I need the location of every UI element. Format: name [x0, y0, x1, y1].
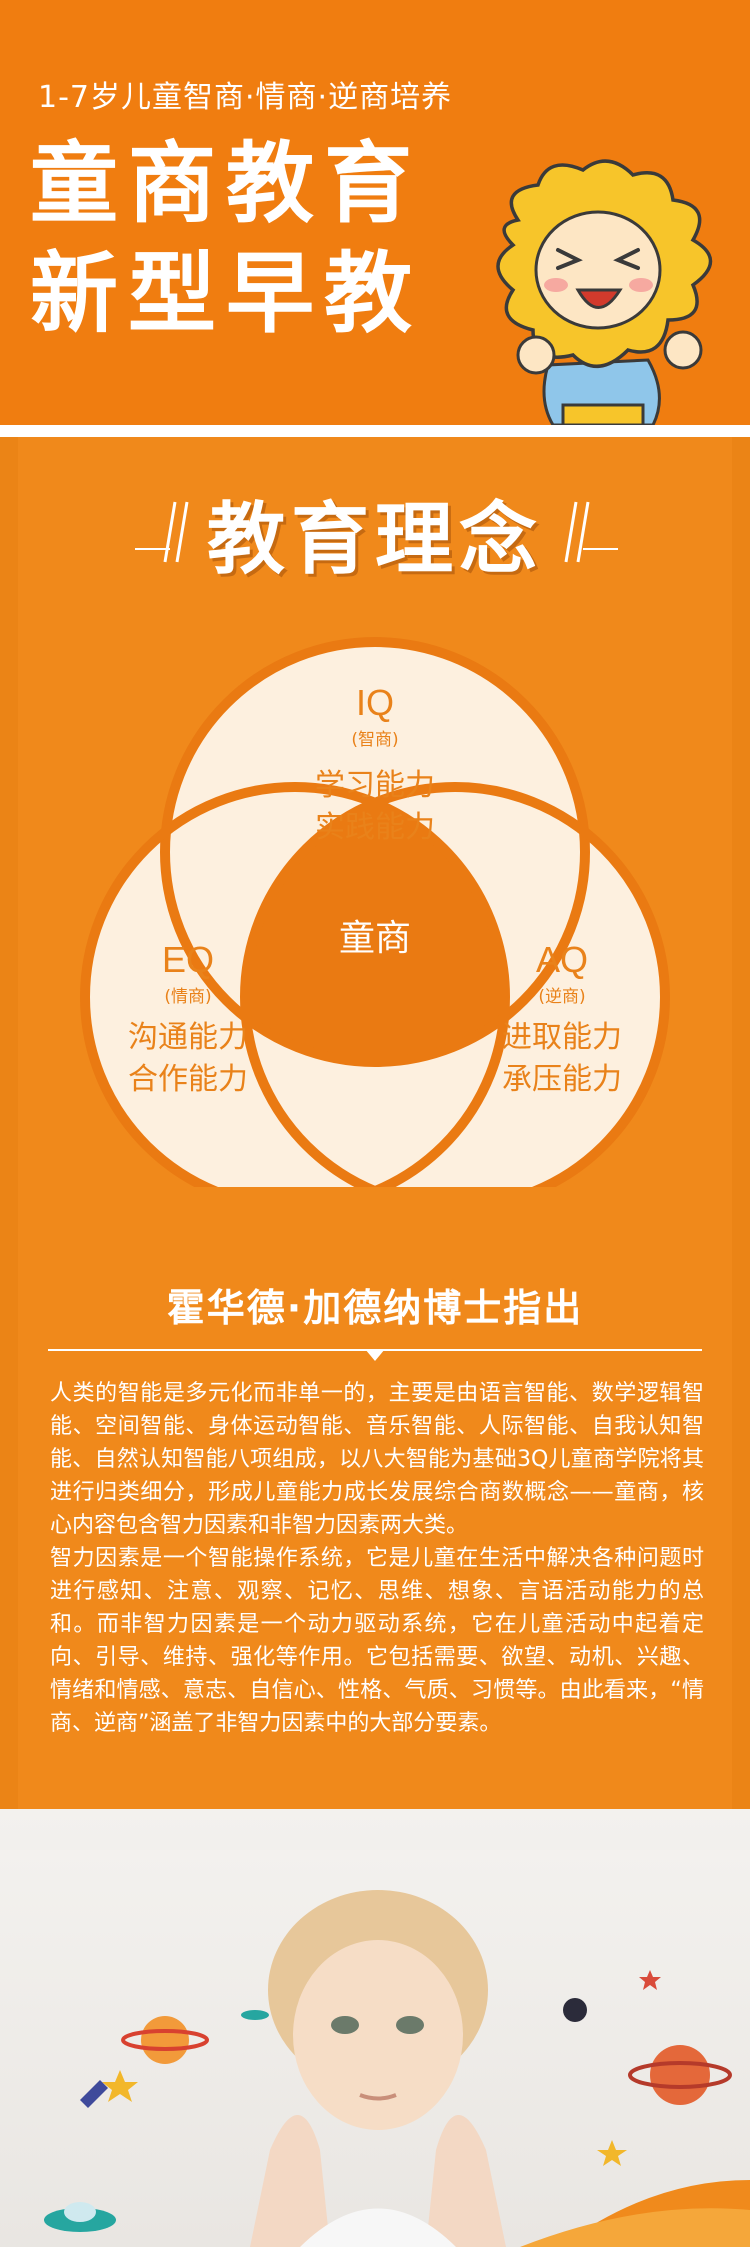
- venn-diagram: IQ (智商) 学习能力 实践能力 童商 EQ (情商) 沟通能力 合作能力 A…: [80, 637, 670, 1187]
- venn-center-label: 童商: [339, 918, 411, 959]
- bottom-photo: [0, 1850, 750, 2247]
- planet-icon: [563, 1998, 587, 2022]
- header-banner: 1-7岁儿童智商·情商·逆商培养 童商教育 新型早教: [0, 0, 750, 425]
- aq-line2: 承压能力: [502, 1062, 622, 1097]
- header-title-line2: 新型早教: [30, 242, 423, 345]
- concept-heading: 教育理念: [206, 495, 543, 585]
- planet-icon: [650, 2045, 710, 2105]
- quote-body: 人类的智能是多元化而非单一的，主要是由语言智能、数学逻辑智能、空间智能、身体运动…: [50, 1377, 704, 1740]
- heading-left-decoration: [135, 501, 189, 563]
- iq-name: (智商): [351, 730, 398, 750]
- eq-line2: 合作能力: [128, 1062, 248, 1097]
- iq-line1: 学习能力: [315, 768, 435, 803]
- mascot-illustration: [496, 159, 713, 425]
- child-illustration: [44, 1890, 750, 2247]
- venn-center-region: [245, 787, 505, 1062]
- quote-rule-notch: [365, 1349, 385, 1361]
- header-subtitle: 1-7岁儿童智商·情商·逆商培养: [38, 80, 453, 115]
- planet-icon: [141, 2016, 189, 2064]
- aq-code: AQ: [536, 939, 588, 980]
- divider-strip: [0, 425, 750, 437]
- aq-line1: 进取能力: [502, 1020, 622, 1055]
- star-icon: [639, 1970, 661, 1990]
- iq-line2: 实践能力: [315, 810, 435, 845]
- quote-heading: 霍华德·加德纳博士指出: [166, 1286, 584, 1330]
- header-title-line1: 童商教育: [30, 132, 423, 235]
- star-icon: [102, 2070, 138, 2102]
- eq-name: (情商): [164, 987, 211, 1007]
- rocket-icon: [80, 2080, 108, 2108]
- heading-right-decoration: [564, 501, 618, 563]
- eq-line1: 沟通能力: [128, 1020, 248, 1055]
- eq-code: EQ: [162, 939, 214, 980]
- quote-paragraph-2: 智力因素是一个智能操作系统，它是儿童在生活中解决各种问题时进行感知、注意、观察、…: [50, 1546, 704, 1736]
- iq-code: IQ: [356, 682, 394, 723]
- ufo-icon: [241, 2010, 269, 2020]
- star-icon: [597, 2140, 627, 2166]
- quote-paragraph-1: 人类的智能是多元化而非单一的，主要是由语言智能、数学逻辑智能、空间智能、身体运动…: [50, 1381, 704, 1538]
- aq-name: (逆商): [538, 987, 585, 1007]
- concept-section: 教育理念 IQ (智商) 学习能力 实践能力: [0, 437, 750, 2206]
